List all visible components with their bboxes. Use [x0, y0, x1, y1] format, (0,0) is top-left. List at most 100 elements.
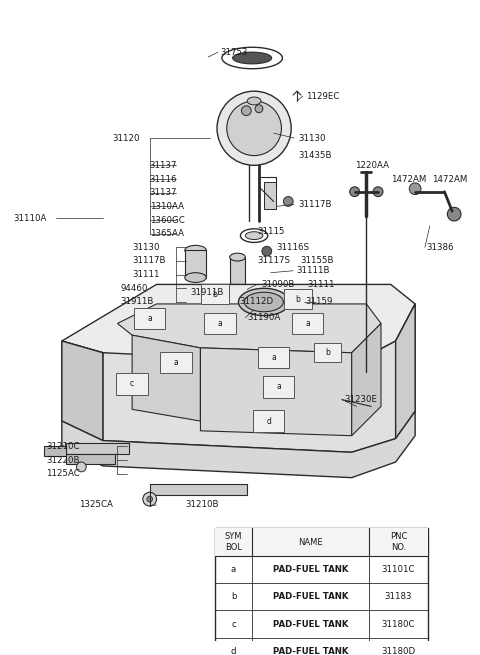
Bar	[264, 182, 276, 209]
Circle shape	[299, 288, 326, 316]
Bar	[160, 352, 192, 373]
Text: 31111B: 31111B	[296, 266, 330, 275]
Text: a: a	[217, 319, 222, 328]
Circle shape	[305, 294, 321, 310]
Text: 31753: 31753	[220, 48, 248, 56]
Text: 31210B: 31210B	[186, 500, 219, 510]
Circle shape	[227, 101, 281, 156]
Bar	[253, 410, 284, 432]
Ellipse shape	[185, 246, 206, 255]
Text: 31386: 31386	[427, 243, 455, 252]
Text: 31435B: 31435B	[298, 151, 332, 160]
Text: 1360GC: 1360GC	[150, 215, 184, 225]
Circle shape	[447, 208, 461, 221]
Polygon shape	[62, 341, 103, 441]
Text: 1310AA: 1310AA	[150, 202, 184, 211]
Circle shape	[409, 183, 421, 195]
Text: 31111: 31111	[132, 270, 160, 279]
Text: 31090B: 31090B	[261, 280, 294, 289]
Ellipse shape	[247, 97, 261, 105]
Text: 31911B: 31911B	[120, 297, 154, 307]
Text: NAME: NAME	[299, 538, 323, 546]
Text: 31180D: 31180D	[382, 647, 416, 655]
Polygon shape	[201, 348, 352, 436]
Ellipse shape	[244, 292, 283, 312]
Text: PAD-FUEL TANK: PAD-FUEL TANK	[273, 647, 348, 655]
Bar	[230, 257, 245, 288]
Circle shape	[143, 493, 156, 506]
Text: a: a	[276, 383, 281, 392]
Bar	[134, 308, 165, 329]
Text: 1220AA: 1220AA	[355, 161, 389, 170]
Circle shape	[283, 196, 293, 206]
Text: b: b	[231, 592, 236, 601]
Ellipse shape	[207, 288, 223, 299]
Ellipse shape	[222, 47, 282, 69]
Bar	[258, 347, 289, 368]
Bar	[263, 376, 294, 398]
Text: 31111: 31111	[308, 280, 336, 289]
Bar	[230, 290, 269, 309]
Text: 94460: 94460	[120, 284, 148, 293]
Polygon shape	[352, 324, 381, 436]
Text: 1472AM: 1472AM	[432, 176, 467, 185]
Ellipse shape	[185, 272, 206, 282]
Bar	[203, 284, 227, 302]
Text: 31117B: 31117B	[132, 257, 166, 265]
Ellipse shape	[233, 52, 272, 64]
Text: 31101C: 31101C	[382, 565, 415, 574]
Circle shape	[373, 187, 383, 196]
Text: 31116: 31116	[150, 174, 177, 183]
Polygon shape	[62, 341, 103, 431]
Circle shape	[76, 462, 86, 472]
Text: a: a	[147, 314, 152, 323]
Text: SYM
BOL: SYM BOL	[225, 533, 242, 552]
Ellipse shape	[230, 253, 245, 261]
Text: 31230E: 31230E	[345, 395, 378, 404]
Text: 31117S: 31117S	[257, 257, 290, 265]
Circle shape	[262, 246, 272, 256]
Text: 31190A: 31190A	[247, 313, 280, 322]
Circle shape	[217, 91, 291, 165]
Text: a: a	[231, 565, 236, 574]
Text: 1325CA: 1325CA	[79, 500, 113, 510]
Bar	[66, 454, 115, 464]
Bar	[150, 483, 247, 495]
Text: 31155B: 31155B	[300, 257, 334, 265]
Text: 1125AC: 1125AC	[46, 469, 80, 478]
Bar	[44, 447, 66, 456]
Text: PAD-FUEL TANK: PAD-FUEL TANK	[273, 620, 348, 629]
Circle shape	[241, 106, 251, 115]
Bar	[313, 343, 341, 362]
Polygon shape	[62, 284, 415, 372]
Text: 1365AA: 1365AA	[150, 229, 184, 238]
Bar	[204, 312, 236, 334]
Ellipse shape	[230, 284, 245, 292]
Text: 31183: 31183	[385, 592, 412, 601]
Polygon shape	[62, 411, 415, 477]
Text: b: b	[213, 290, 217, 299]
Text: 31220B: 31220B	[46, 456, 80, 464]
Text: c: c	[130, 379, 134, 388]
Text: 1129EC: 1129EC	[306, 92, 339, 101]
Bar	[66, 443, 129, 454]
Polygon shape	[132, 335, 201, 421]
Bar	[117, 373, 148, 395]
Text: a: a	[174, 358, 179, 367]
Bar	[202, 284, 229, 304]
Text: 31180C: 31180C	[382, 620, 415, 629]
Text: a: a	[305, 319, 310, 328]
Text: b: b	[296, 295, 300, 303]
Text: 31110A: 31110A	[13, 214, 47, 223]
Bar	[284, 290, 312, 309]
Text: b: b	[325, 348, 330, 357]
Text: 31137: 31137	[150, 188, 177, 197]
Ellipse shape	[245, 232, 263, 240]
Circle shape	[350, 187, 360, 196]
Text: c: c	[231, 620, 236, 629]
Text: 31210C: 31210C	[46, 442, 80, 451]
Text: 31137: 31137	[150, 161, 177, 170]
Text: 31112D: 31112D	[240, 297, 274, 307]
Text: PNC
NO.: PNC NO.	[390, 533, 407, 552]
Circle shape	[242, 293, 252, 303]
